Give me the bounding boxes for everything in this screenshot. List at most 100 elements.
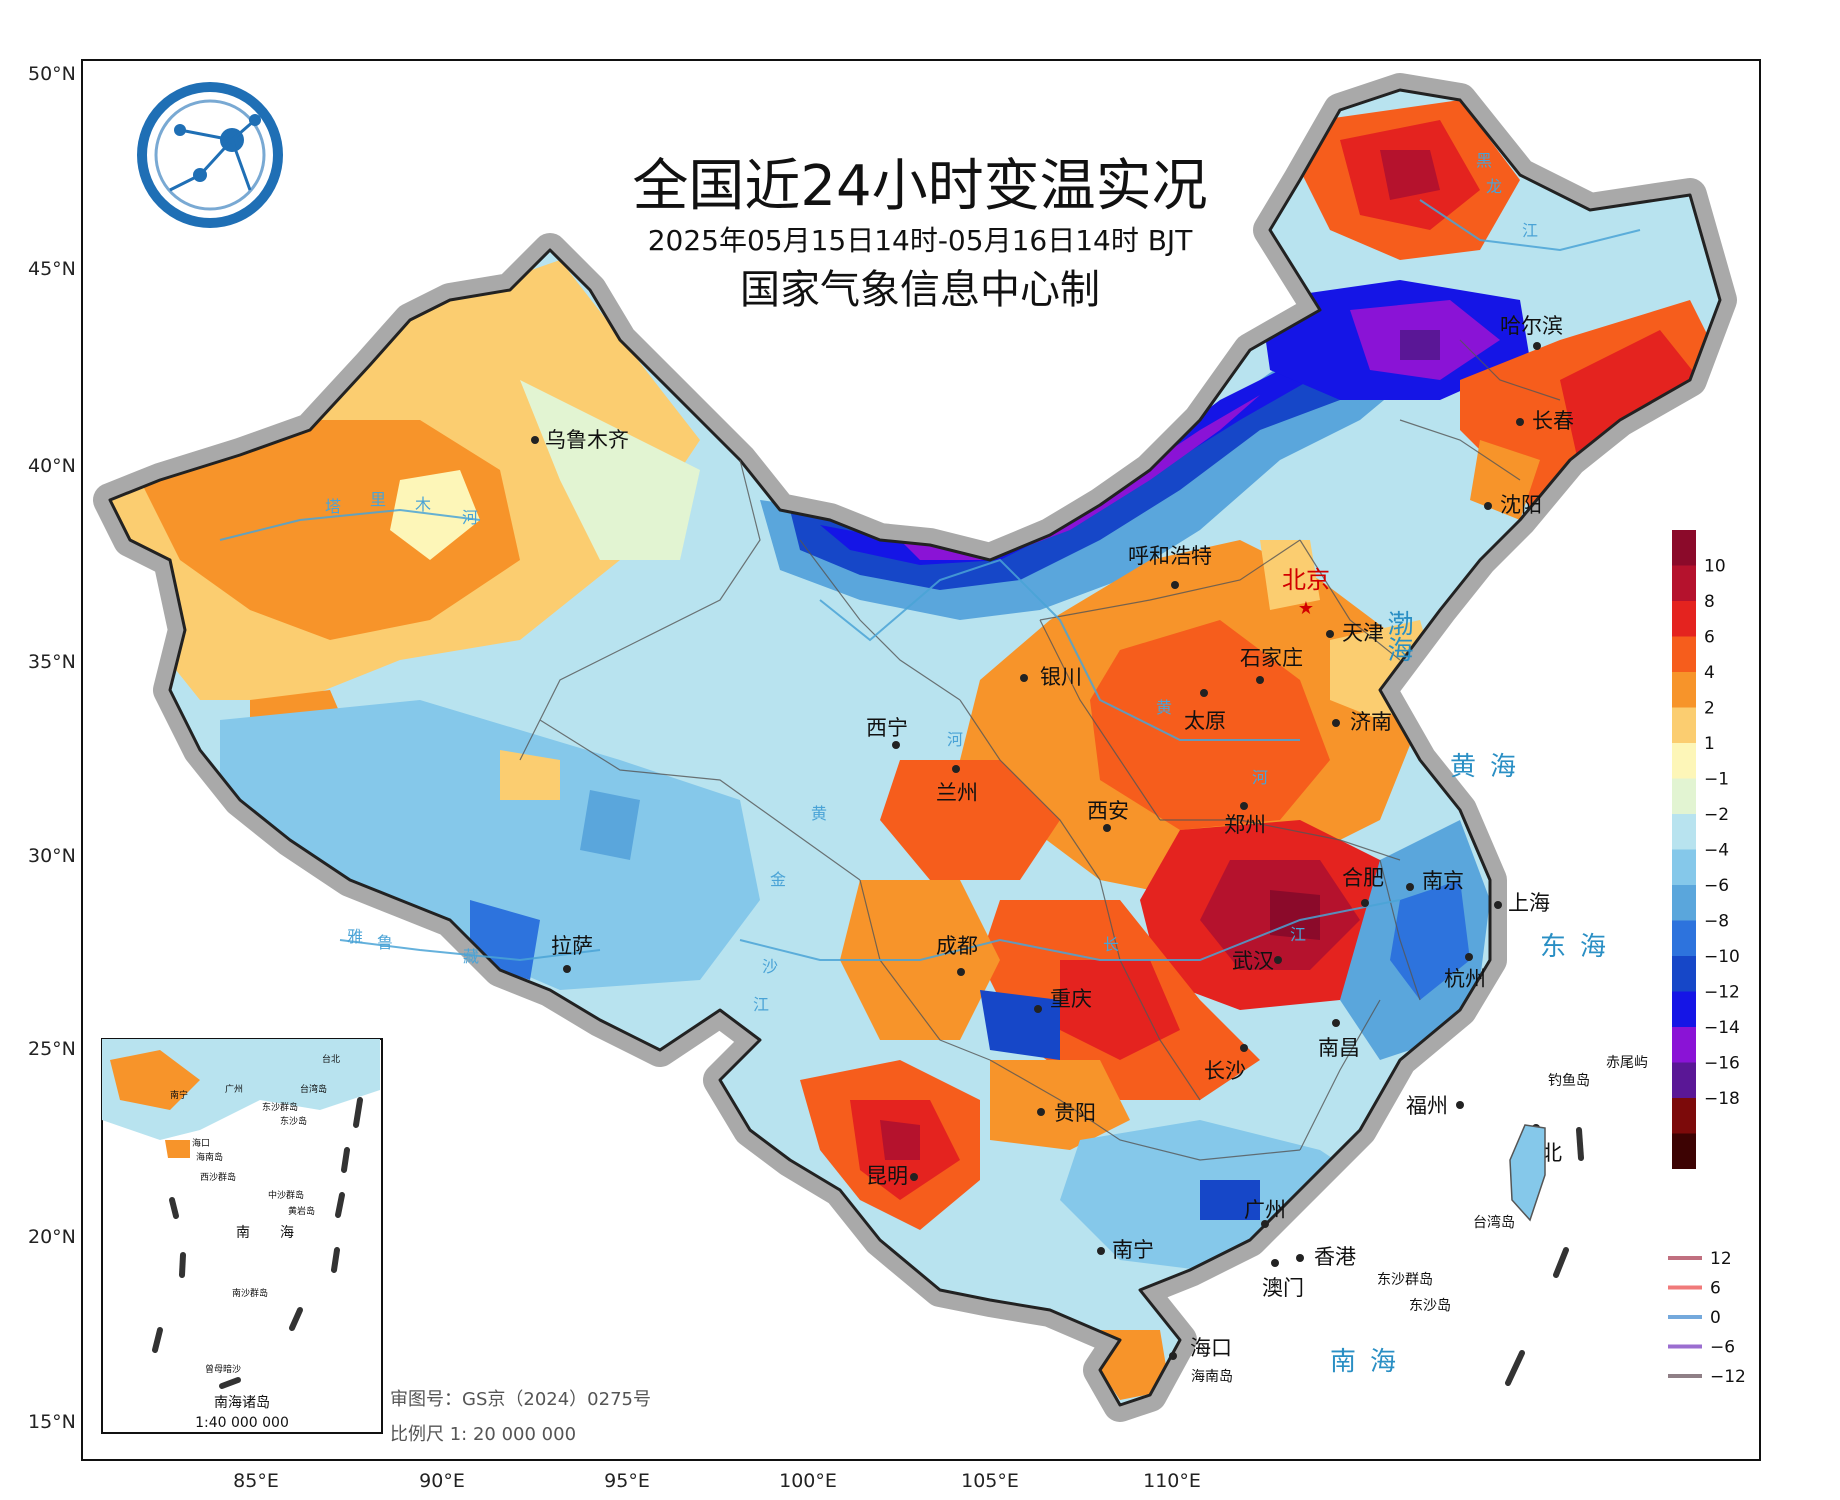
inset-label: 南宁 bbox=[170, 1089, 188, 1101]
svg-text:合肥: 合肥 bbox=[1342, 866, 1384, 890]
svg-text:南宁: 南宁 bbox=[1112, 1238, 1154, 1262]
lat-label: 45°N bbox=[28, 258, 76, 280]
city-yinchuan: 银川 bbox=[1020, 665, 1082, 689]
lon-label: 105°E bbox=[961, 1470, 1019, 1492]
svg-text:兰州: 兰州 bbox=[936, 781, 978, 805]
legend-swatch bbox=[1672, 778, 1696, 814]
inset-label: 台湾岛 bbox=[300, 1083, 327, 1095]
legend-swatch bbox=[1672, 743, 1696, 779]
city-guiyang: 贵阳 bbox=[1037, 1101, 1096, 1125]
legend-swatch bbox=[1672, 1027, 1696, 1063]
svg-text:昆明: 昆明 bbox=[866, 1164, 908, 1188]
inset-label: 海口 bbox=[192, 1137, 210, 1149]
city-hangzhou: 杭州 bbox=[1444, 953, 1486, 991]
legend-swatch bbox=[1672, 672, 1696, 708]
city-hefei: 合肥 bbox=[1342, 866, 1384, 907]
sea-bohai: 渤海 bbox=[1383, 610, 1413, 662]
svg-text:江: 江 bbox=[753, 995, 769, 1014]
city-harbin: 哈尔滨 bbox=[1500, 314, 1563, 350]
legend-label: −2 bbox=[1704, 805, 1729, 825]
svg-text:呼和浩特: 呼和浩特 bbox=[1128, 544, 1212, 568]
svg-text:长春: 长春 bbox=[1532, 409, 1574, 433]
svg-text:澳门: 澳门 bbox=[1262, 1276, 1304, 1300]
city-lhasa: 拉萨 bbox=[551, 934, 593, 973]
map-subtitle: 2025年05月15日14时-05月16日14时 BJT bbox=[648, 224, 1194, 257]
svg-text:武汉: 武汉 bbox=[1232, 949, 1274, 973]
svg-text:沙: 沙 bbox=[762, 957, 778, 976]
city-xian: 西安 bbox=[1087, 799, 1129, 832]
svg-text:济南: 济南 bbox=[1350, 710, 1392, 734]
svg-text:黄: 黄 bbox=[811, 804, 827, 823]
legend-swatch bbox=[1672, 601, 1696, 637]
map-scale: 比例尺 1: 20 000 000 bbox=[390, 1424, 576, 1445]
city-nanning: 南宁 bbox=[1097, 1238, 1154, 1262]
legend-swatch bbox=[1672, 1062, 1696, 1098]
maritime-boundary bbox=[1505, 1127, 1584, 1386]
legend-label: 4 bbox=[1704, 663, 1715, 683]
svg-text:南昌: 南昌 bbox=[1318, 1036, 1360, 1060]
map-title: 全国近24小时变温实况 bbox=[632, 154, 1207, 219]
rivers bbox=[219, 199, 1641, 962]
city-haikou: 海口 bbox=[1169, 1336, 1232, 1360]
line-legend-label: 6 bbox=[1710, 1279, 1721, 1299]
city-changchun: 长春 bbox=[1516, 409, 1574, 433]
legend-swatch bbox=[1672, 1133, 1696, 1169]
lon-label: 90°E bbox=[419, 1470, 465, 1492]
inset-scale: 1:40 000 000 bbox=[195, 1415, 289, 1431]
city-labels: 乌鲁木齐 哈尔滨 长春 沈阳 呼和浩特 天津 石家庄 银川 太原 济南 西宁 兰… bbox=[531, 314, 1574, 1360]
city-fuzhou: 福州 bbox=[1406, 1094, 1464, 1118]
svg-text:藏: 藏 bbox=[463, 947, 479, 966]
svg-text:上海: 上海 bbox=[1508, 891, 1550, 915]
legend-label: −18 bbox=[1704, 1089, 1740, 1109]
svg-text:成都: 成都 bbox=[936, 934, 978, 958]
svg-text:钓鱼岛: 钓鱼岛 bbox=[1548, 1072, 1590, 1089]
svg-text:金: 金 bbox=[770, 870, 786, 889]
inset-title: 南海诸岛 bbox=[214, 1395, 270, 1411]
svg-text:乌鲁木齐: 乌鲁木齐 bbox=[545, 428, 629, 452]
svg-text:海南岛: 海南岛 bbox=[1191, 1369, 1233, 1385]
inset-label: 东沙群岛 bbox=[262, 1101, 298, 1113]
svg-text:郑州: 郑州 bbox=[1224, 813, 1266, 837]
lon-label: 85°E bbox=[233, 1470, 279, 1492]
map-frame bbox=[81, 59, 1761, 1461]
svg-text:雅: 雅 bbox=[347, 927, 363, 946]
legend-swatch bbox=[1672, 707, 1696, 743]
svg-text:太原: 太原 bbox=[1184, 709, 1226, 733]
city-shijiazhuang: 石家庄 bbox=[1240, 646, 1303, 684]
svg-text:江: 江 bbox=[1522, 221, 1538, 240]
city-taiyuan: 太原 bbox=[1184, 689, 1226, 733]
legend-swatch bbox=[1672, 885, 1696, 921]
taiwan-island bbox=[1509, 1124, 1546, 1222]
lat-axis: 50°N 45°N 40°N 35°N 30°N 25°N 20°N 15°N bbox=[28, 63, 76, 1433]
svg-text:广州: 广州 bbox=[1244, 1198, 1286, 1222]
fill-legend: 10 8 6 4 2 1 −1 −2 −4 −6 −8 −10 −12 −14 −16 −18 bbox=[1672, 530, 1740, 1169]
line-legend: 12 6 0 −6 −12 bbox=[1668, 1249, 1746, 1387]
svg-text:鲁: 鲁 bbox=[377, 933, 393, 952]
city-changsha: 长沙 bbox=[1204, 1044, 1248, 1083]
svg-text:海口: 海口 bbox=[1190, 1336, 1232, 1360]
china-border bbox=[108, 88, 1722, 1407]
lat-label: 50°N bbox=[28, 63, 76, 85]
inset-label: 南沙群岛 bbox=[232, 1287, 268, 1299]
legend-label: −8 bbox=[1704, 912, 1729, 932]
line-legend-label: 0 bbox=[1710, 1308, 1721, 1328]
city-urumqi: 乌鲁木齐 bbox=[531, 428, 629, 452]
legend-label: 6 bbox=[1704, 628, 1715, 648]
sea-labels: 渤海 黄海 东海 南海 bbox=[1330, 610, 1620, 1377]
inset-south-china-sea: 南宁 广州 台北 台湾岛 东沙群岛 东沙岛 海口 海南岛 西沙群岛 中沙群岛 黄… bbox=[101, 1038, 383, 1434]
legend-swatch bbox=[1672, 920, 1696, 956]
city-chongqing: 重庆 bbox=[1034, 987, 1092, 1013]
svg-text:贵阳: 贵阳 bbox=[1054, 1101, 1096, 1125]
capital-label: 北京 bbox=[1282, 566, 1330, 594]
sea-east: 东海 bbox=[1540, 932, 1620, 962]
island-labels: 钓鱼岛 赤尾屿 台湾岛 东沙群岛 东沙岛 海南岛 bbox=[1191, 1055, 1648, 1385]
city-nanjing: 南京 bbox=[1406, 869, 1464, 893]
svg-text:东沙群岛: 东沙群岛 bbox=[1377, 1272, 1433, 1288]
svg-text:南京: 南京 bbox=[1422, 869, 1464, 893]
lat-label: 30°N bbox=[28, 845, 76, 867]
svg-text:香港: 香港 bbox=[1314, 1245, 1356, 1269]
svg-text:杭州: 杭州 bbox=[1444, 967, 1486, 991]
city-nanchang: 南昌 bbox=[1318, 1019, 1360, 1060]
legend-swatch bbox=[1672, 530, 1696, 566]
inset-label: 中沙群岛 bbox=[268, 1189, 304, 1201]
